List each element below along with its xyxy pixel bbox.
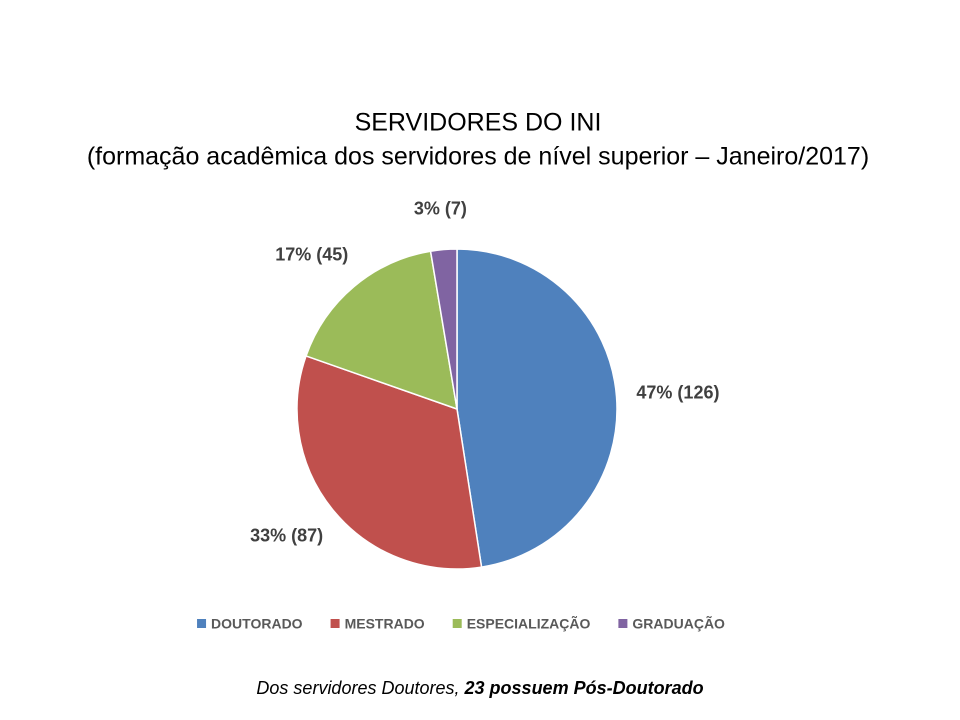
legend-marker xyxy=(197,619,207,628)
chart: SERVIDORES DO INI (formação acadêmica do… xyxy=(87,109,869,632)
legend-label: MESTRADO xyxy=(345,616,425,632)
legend-label: ESPECIALIZAÇÃO xyxy=(467,615,591,632)
legend-label: GRADUAÇÃO xyxy=(632,615,725,632)
data-label: 33% (87) xyxy=(250,526,323,546)
footnote: Dos servidores Doutores, 23 possuem Pós-… xyxy=(0,678,960,699)
pie-slice xyxy=(305,250,458,411)
legend-marker xyxy=(452,619,462,628)
footnote-emphasis: 23 possuem Pós-Doutorado xyxy=(464,678,704,698)
data-label: 47% (126) xyxy=(636,382,719,402)
pie-slice xyxy=(296,355,483,570)
legend: DOUTORADO MESTRADO ESPECIALIZAÇÃO GRADUAÇÃO xyxy=(197,615,725,632)
data-label: 17% (45) xyxy=(275,245,348,265)
pie-slice xyxy=(429,248,458,410)
legend-marker xyxy=(330,619,340,628)
pie-slice xyxy=(456,248,618,568)
legend-marker xyxy=(618,619,628,628)
footnote-text: Dos servidores Doutores, xyxy=(256,678,460,698)
chart-title: SERVIDORES DO INI xyxy=(355,109,602,137)
chart-subtitle: (formação acadêmica dos servidores de ní… xyxy=(87,143,869,171)
data-label: 3% (7) xyxy=(414,198,467,218)
legend-label: DOUTORADO xyxy=(211,616,303,632)
